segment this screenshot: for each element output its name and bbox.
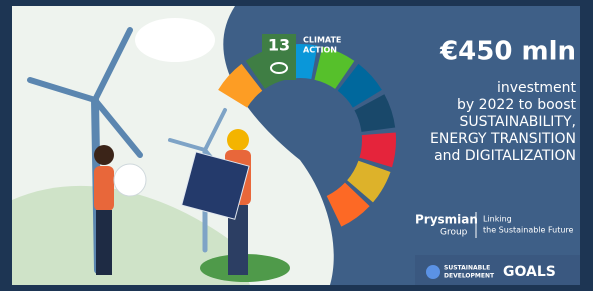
- headline: €450 mln: [439, 37, 576, 67]
- cloud: [135, 18, 215, 62]
- body-line: and DIGITALIZATION: [434, 148, 576, 164]
- sdg-goals: GOALS: [503, 264, 556, 280]
- badge-label: ACTION: [303, 46, 337, 55]
- brand-group: Group: [440, 228, 468, 238]
- tagline: Linking: [483, 215, 512, 224]
- badge-label: CLIMATE: [303, 36, 341, 45]
- un-logo: [426, 265, 440, 279]
- body-line: SUSTAINABILITY,: [460, 114, 576, 130]
- body-line: by 2022 to boost: [457, 97, 577, 113]
- brand-name: Prysmian: [415, 213, 478, 227]
- body-line: ENERGY TRANSITION: [430, 131, 576, 147]
- sdg-label: DEVELOPMENT: [444, 273, 495, 280]
- tagline: the Sustainable Future: [483, 226, 574, 235]
- badge-number: 13: [268, 36, 290, 55]
- body-line: investment: [497, 80, 577, 96]
- sdg-label: SUSTAINABLE: [444, 265, 490, 272]
- page: 13 CLIMATE ACTION €450 mln investment by…: [0, 0, 593, 291]
- banner: 13 CLIMATE ACTION €450 mln investment by…: [0, 0, 593, 291]
